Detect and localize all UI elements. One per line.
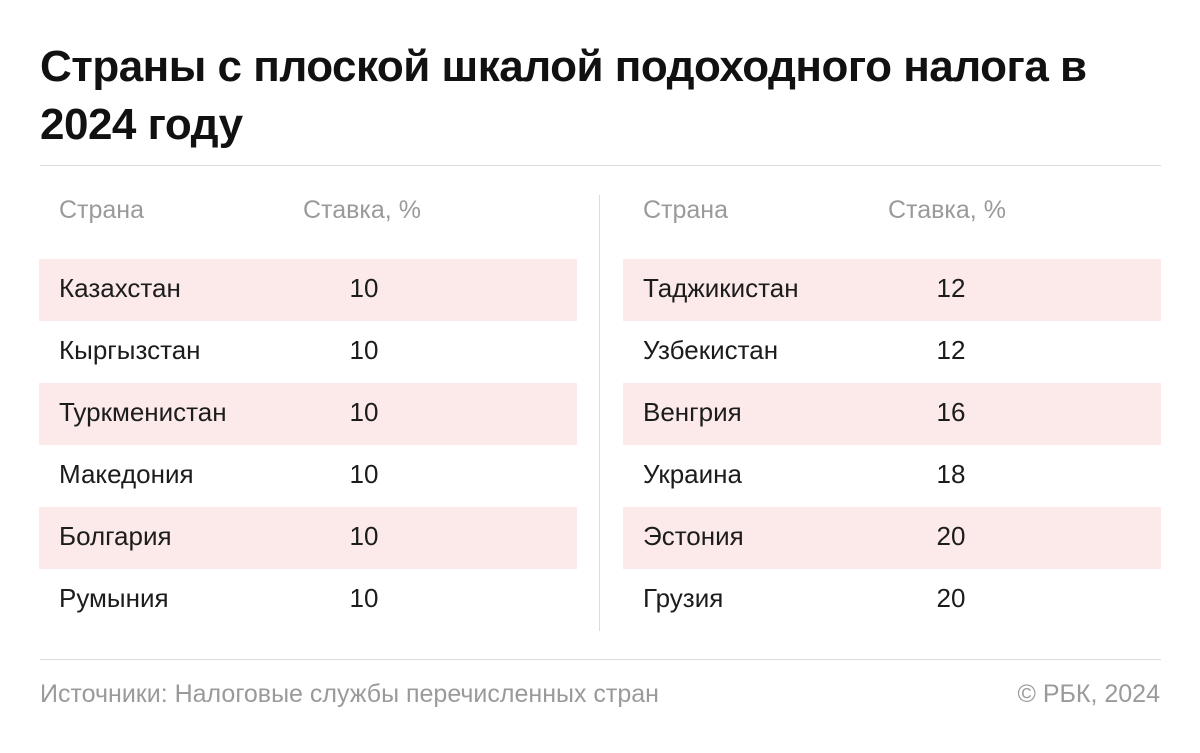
- country-cell: Таджикистан: [643, 273, 799, 303]
- column-divider: [599, 195, 600, 631]
- table-row: Казахстан 10: [39, 259, 577, 321]
- table-row: Туркменистан 10: [39, 383, 577, 445]
- rate-cell: 20: [936, 521, 966, 551]
- table-body: Таджикистан 12 Узбекистан 12 Венгрия 16 Украин…: [623, 259, 1161, 631]
- country-cell: Туркменистан: [59, 397, 227, 427]
- rate-cell: 10: [349, 335, 379, 365]
- rate-cell: 10: [349, 521, 379, 551]
- rate-cell: 16: [936, 397, 966, 427]
- rate-cell: 12: [936, 273, 966, 303]
- rate-cell: 18: [936, 459, 966, 489]
- copyright: © РБК, 2024: [1017, 680, 1160, 708]
- country-cell: Эстония: [643, 521, 744, 551]
- table-row: Украина 18: [623, 445, 1161, 507]
- country-cell: Венгрия: [643, 397, 742, 427]
- country-cell: Узбекистан: [643, 335, 779, 365]
- rates-table-left: Страна Ставка, % Казахстан 10 Кыргызстан 10…: [39, 190, 577, 613]
- table-row: Кыргызстан 10: [39, 321, 577, 383]
- country-cell: Кыргызстан: [59, 335, 201, 365]
- source-note: Источники: Налоговые службы перечисленны…: [40, 680, 659, 708]
- bottom-divider: [40, 659, 1161, 660]
- top-divider: [40, 165, 1161, 166]
- table-row: Болгария 10: [39, 507, 577, 569]
- table-row: Венгрия 16: [623, 383, 1161, 445]
- table-header: Страна Ставка, %: [623, 190, 1161, 234]
- country-cell: Украина: [643, 459, 742, 489]
- country-cell: Грузия: [643, 583, 724, 613]
- column-header-country: Страна: [59, 196, 145, 224]
- column-header-country: Страна: [643, 196, 729, 224]
- rate-cell: 12: [936, 335, 966, 365]
- table-header: Страна Ставка, %: [39, 190, 577, 234]
- rate-cell: 20: [936, 583, 966, 613]
- country-cell: Болгария: [59, 521, 172, 551]
- rate-cell: 10: [349, 273, 379, 303]
- table-body: Казахстан 10 Кыргызстан 10 Туркменистан 10 Мак…: [39, 259, 577, 631]
- rate-cell: 10: [349, 459, 379, 489]
- rate-cell: 10: [349, 583, 379, 613]
- rate-cell: 10: [349, 397, 379, 427]
- table-row: Македония 10: [39, 445, 577, 507]
- table-row: Румыния 10: [39, 569, 577, 631]
- column-header-rate: Ставка, %: [303, 196, 421, 224]
- table-row: Эстония 20: [623, 507, 1161, 569]
- country-cell: Македония: [59, 459, 194, 489]
- column-header-rate: Ставка, %: [888, 196, 1006, 224]
- table-row: Грузия 20: [623, 569, 1161, 631]
- page-title: Страны с плоской шкалой подоходного нало…: [40, 42, 1087, 149]
- rates-table-right: Страна Ставка, % Таджикистан 12 Узбекистан…: [623, 190, 1161, 613]
- country-cell: Казахстан: [59, 273, 181, 303]
- country-cell: Румыния: [59, 583, 169, 613]
- table-row: Узбекистан 12: [623, 321, 1161, 383]
- table-row: Таджикистан 12: [623, 259, 1161, 321]
